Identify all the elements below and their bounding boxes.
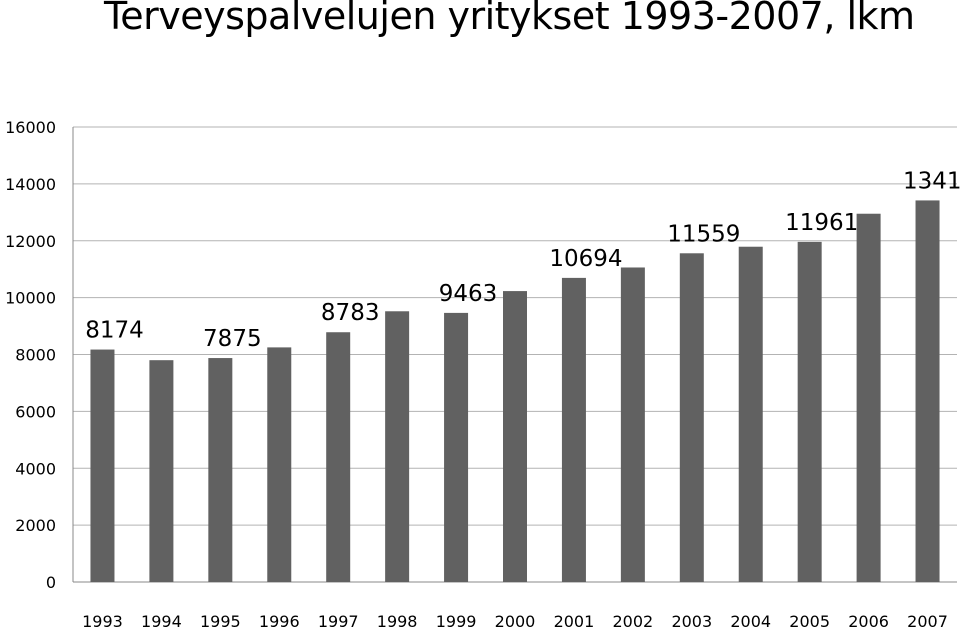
y-tick-label: 14000 xyxy=(5,175,56,194)
bar-2006 xyxy=(856,213,881,582)
bar-1997 xyxy=(326,332,351,582)
x-tick-label: 2006 xyxy=(848,612,889,628)
x-tick-label: 1994 xyxy=(141,612,182,628)
x-tick-label: 1995 xyxy=(200,612,241,628)
data-label-1995: 7875 xyxy=(203,326,262,352)
x-tick-label: 2007 xyxy=(907,612,948,628)
bar-1994 xyxy=(149,360,174,582)
data-label-2005: 11961 xyxy=(785,210,858,236)
y-tick-label: 10000 xyxy=(5,289,56,308)
bar-1993 xyxy=(90,349,115,582)
x-tick-label: 2004 xyxy=(730,612,771,628)
bar-1995 xyxy=(208,358,233,582)
y-tick-label: 4000 xyxy=(15,459,56,478)
data-label-2003: 11559 xyxy=(667,221,740,247)
bar-2001 xyxy=(561,277,586,582)
data-label-2001: 10694 xyxy=(549,246,622,272)
x-tick-label: 2005 xyxy=(789,612,830,628)
bar-2000 xyxy=(503,291,527,582)
x-tick-label: 2000 xyxy=(495,612,536,628)
x-tick-label: 1998 xyxy=(377,612,418,628)
bar-2005 xyxy=(797,241,822,582)
x-tick-label: 1997 xyxy=(318,612,359,628)
y-tick-label: 16000 xyxy=(5,118,56,137)
x-tick-label: 1996 xyxy=(259,612,300,628)
y-tick-label: 0 xyxy=(46,573,56,592)
data-labels: 8174 7875 8783 9463 10694 11559 11961 13418 xyxy=(85,168,960,352)
y-tick-label: 2000 xyxy=(15,516,56,535)
chart-title: Terveyspalvelujen yritykset 1993-2007, l… xyxy=(104,0,915,38)
data-label-1999: 9463 xyxy=(439,281,498,307)
x-tick-label: 1999 xyxy=(436,612,477,628)
bar-1999 xyxy=(444,312,469,582)
data-label-2007: 13418 xyxy=(903,168,960,194)
bar-2007 xyxy=(915,200,940,582)
x-tick-label: 2001 xyxy=(554,612,595,628)
data-label-1997: 8783 xyxy=(321,300,380,326)
data-label-1993: 8174 xyxy=(85,318,144,344)
x-tick-label: 1993 xyxy=(82,612,123,628)
bar-1998 xyxy=(385,311,410,582)
y-tick-label: 12000 xyxy=(5,232,56,251)
bar-2003 xyxy=(679,253,704,582)
bar-1996 xyxy=(267,347,292,582)
x-tick-label: 2002 xyxy=(613,612,654,628)
y-tick-label: 8000 xyxy=(15,346,56,365)
bar-2002 xyxy=(620,267,645,582)
y-tick-labels: 0 2000 4000 6000 8000 10000 12000 14000 16000 xyxy=(5,118,56,592)
y-tick-label: 6000 xyxy=(15,402,56,421)
x-tick-label: 2003 xyxy=(671,612,712,628)
x-tick-labels: 1993 1994 1995 1996 1997 1998 1999 2000 2001 2002… xyxy=(82,612,948,628)
bars xyxy=(90,200,940,583)
bar-2004 xyxy=(738,246,763,583)
